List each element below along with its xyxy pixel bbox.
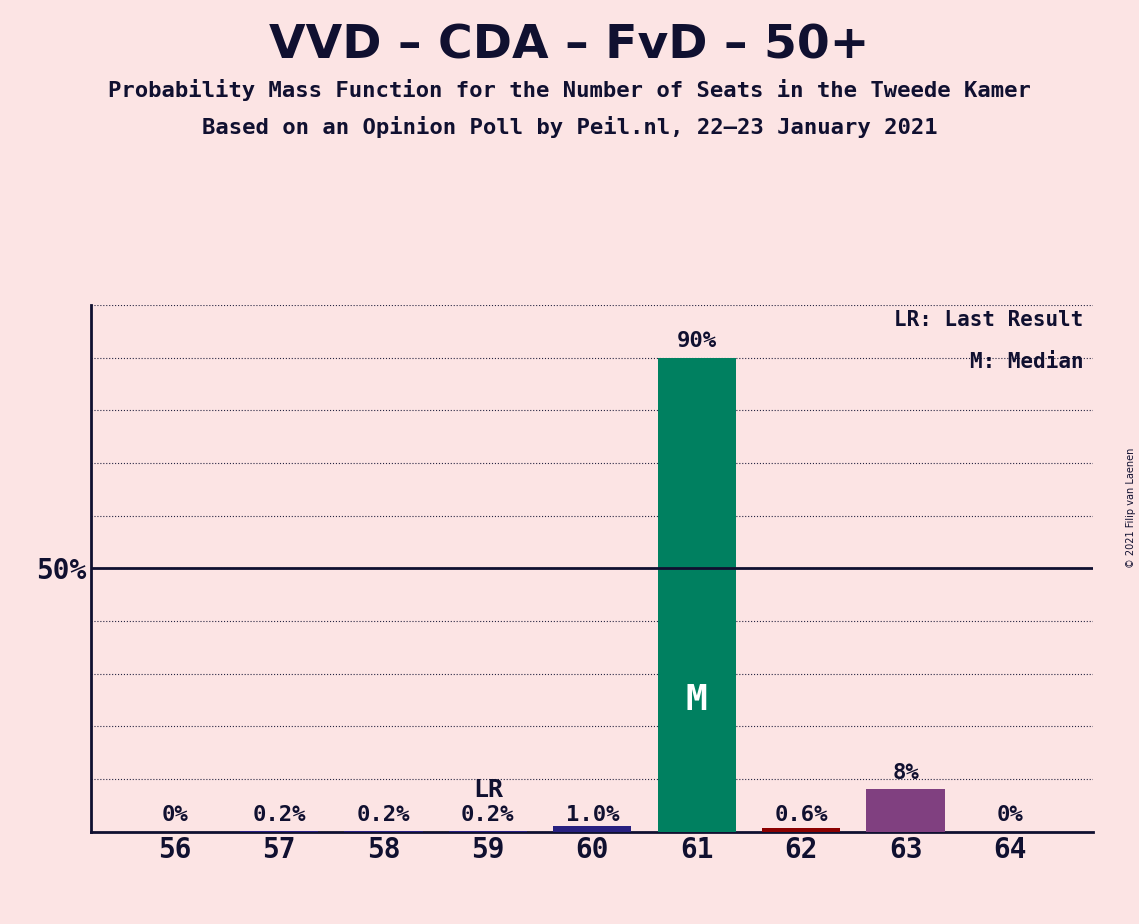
Text: 0.2%: 0.2% [461,806,515,825]
Bar [762,829,841,832]
Bar [554,826,631,832]
Text: Based on an Opinion Poll by Peil.nl, 22–23 January 2021: Based on an Opinion Poll by Peil.nl, 22–… [202,116,937,138]
Bar [657,358,736,832]
Text: Probability Mass Function for the Number of Seats in the Tweede Kamer: Probability Mass Function for the Number… [108,79,1031,101]
Bar [344,831,423,832]
Text: LR: LR [473,778,503,802]
Bar [449,831,527,832]
Text: 1.0%: 1.0% [566,806,618,825]
Text: © 2021 Filip van Laenen: © 2021 Filip van Laenen [1126,448,1136,568]
Text: M: M [686,683,707,717]
Text: VVD – CDA – FvD – 50+: VVD – CDA – FvD – 50+ [269,23,870,68]
Bar [240,831,318,832]
Text: 0.2%: 0.2% [357,806,410,825]
Text: 0.6%: 0.6% [775,806,828,825]
Text: 0%: 0% [162,806,188,825]
Text: 8%: 8% [892,763,919,784]
Text: LR: Last Result: LR: Last Result [894,310,1083,330]
Bar [867,789,944,832]
Text: 0.2%: 0.2% [253,806,305,825]
Text: 0%: 0% [997,806,1023,825]
Text: M: Median: M: Median [969,352,1083,372]
Text: 90%: 90% [677,332,716,351]
